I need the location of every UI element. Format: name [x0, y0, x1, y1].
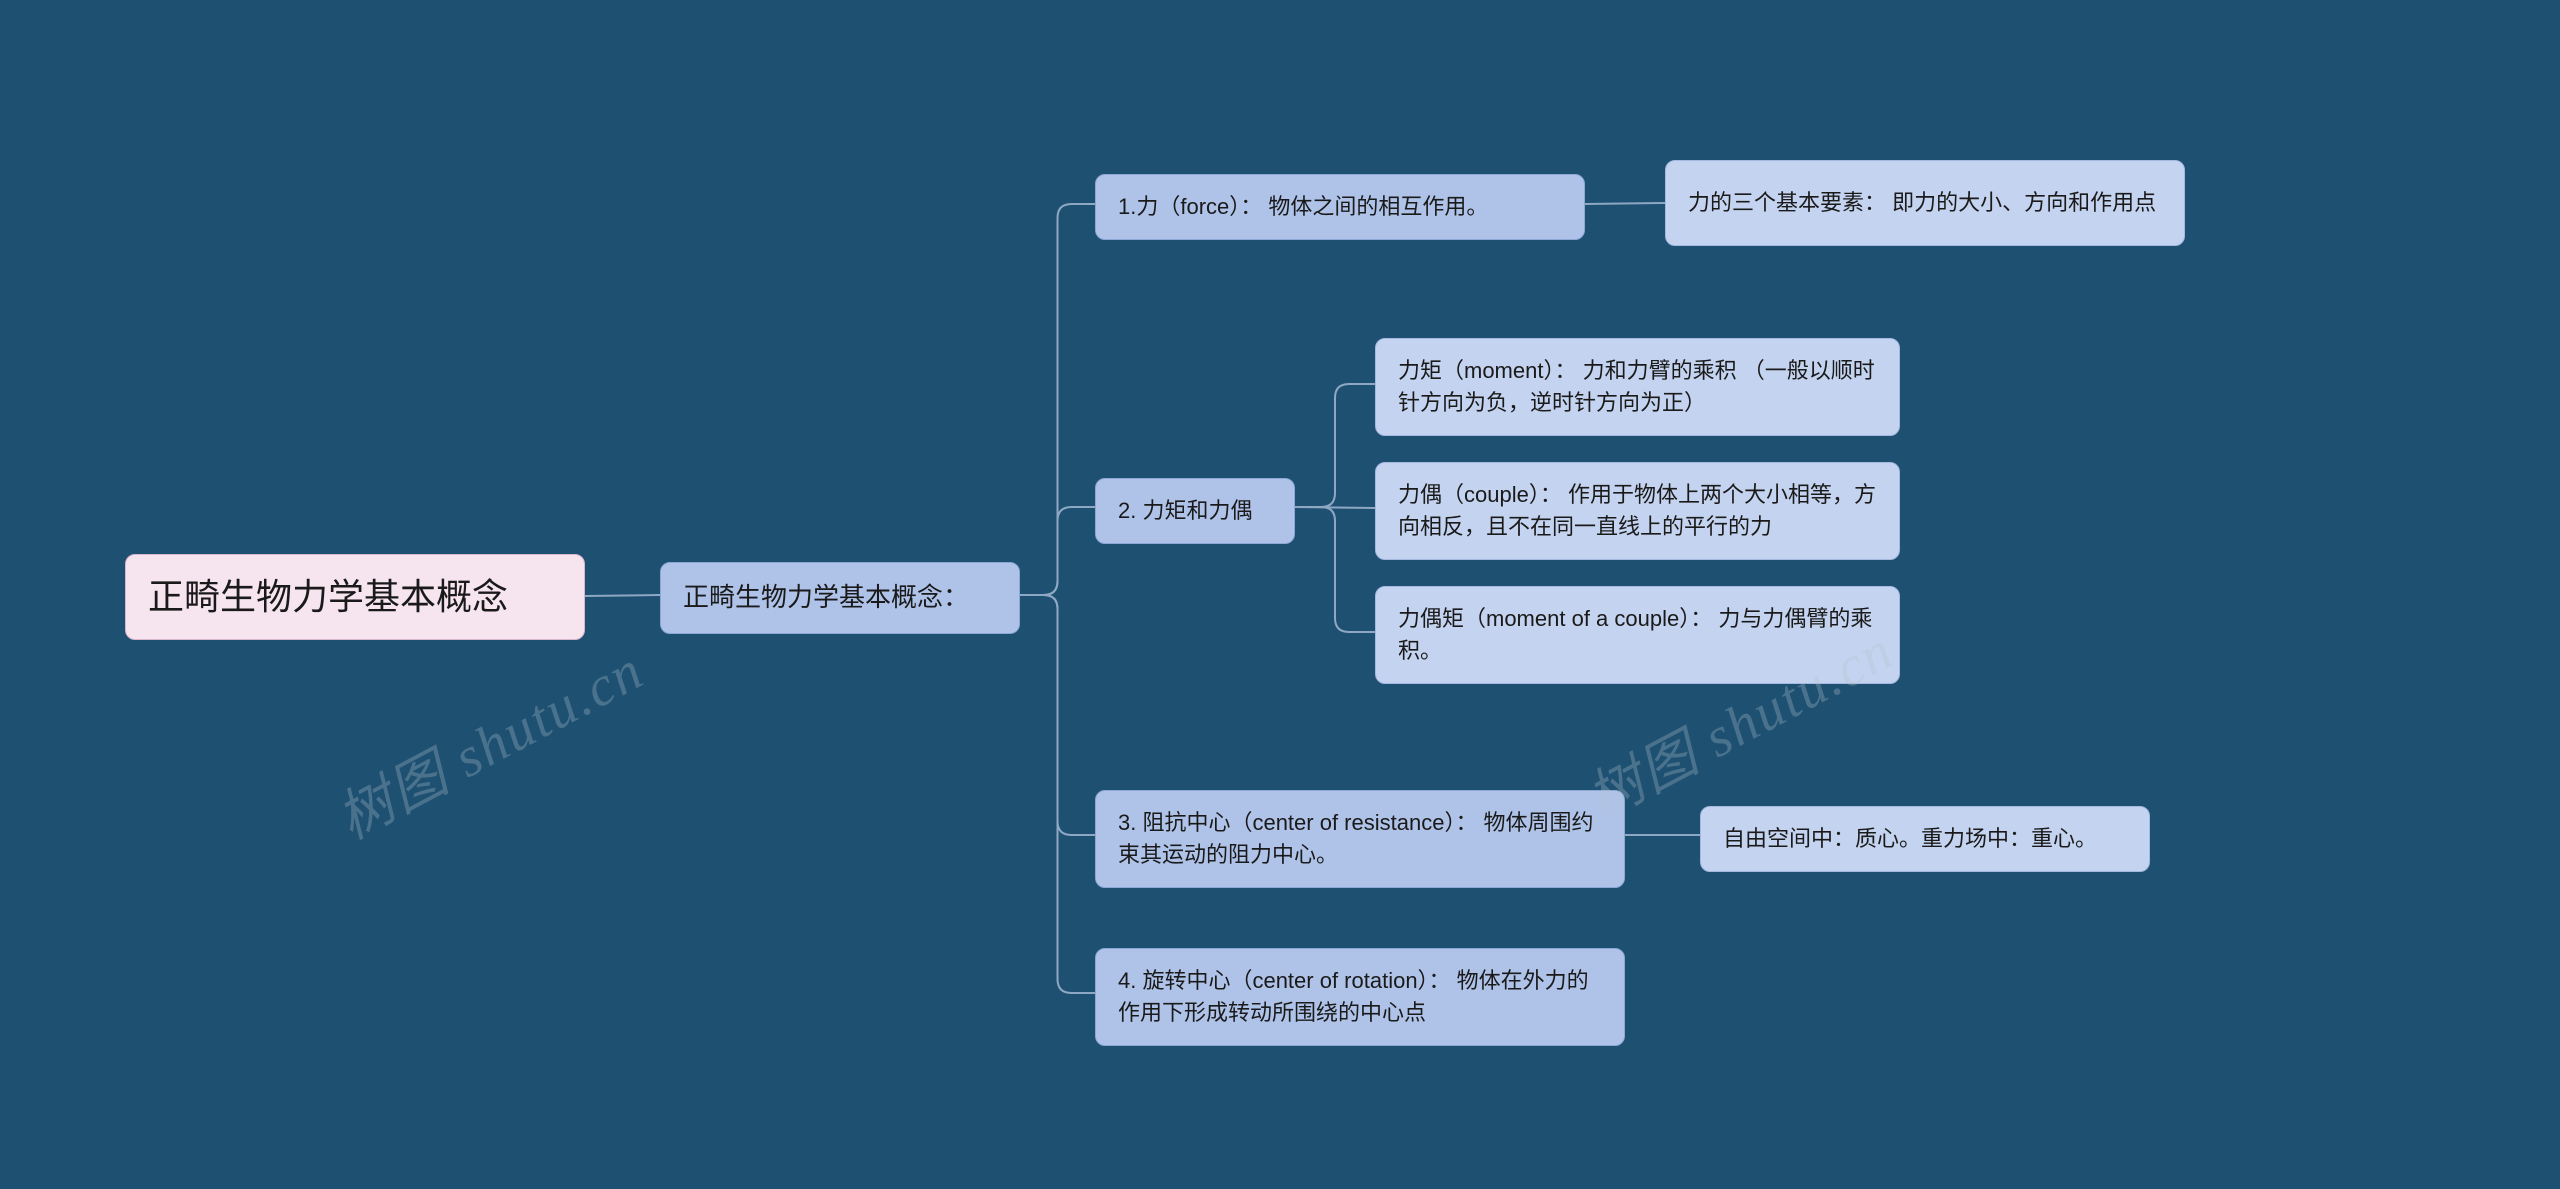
level1-node[interactable]: 正畸生物力学基本概念： — [660, 562, 1020, 634]
leaf-couple-moment[interactable]: 力偶矩（moment of a couple）： 力与力偶臂的乘积。 — [1375, 586, 1900, 684]
branch-center-rotation[interactable]: 4. 旋转中心（center of rotation）： 物体在外力的作用下形成… — [1095, 948, 1625, 1046]
level1-label: 正畸生物力学基本概念： — [683, 579, 969, 617]
leaf-couple[interactable]: 力偶（couple）： 作用于物体上两个大小相等，方向相反，且不在同一直线上的平… — [1375, 462, 1900, 560]
leaf-couple-moment-label: 力偶矩（moment of a couple）： 力与力偶臂的乘积。 — [1398, 603, 1877, 667]
leaf-moment-label: 力矩（moment）： 力和力臂的乘积 （一般以顺时针方向为负，逆时针方向为正） — [1398, 355, 1877, 419]
leaf-couple-label: 力偶（couple）： 作用于物体上两个大小相等，方向相反，且不在同一直线上的平… — [1398, 479, 1877, 543]
branch-moment-couple[interactable]: 2. 力矩和力偶 — [1095, 478, 1295, 544]
branch-center-resistance[interactable]: 3. 阻抗中心（center of resistance）： 物体周围约束其运动… — [1095, 790, 1625, 888]
branch-center-resistance-label: 3. 阻抗中心（center of resistance）： 物体周围约束其运动… — [1118, 807, 1602, 871]
branch-center-rotation-label: 4. 旋转中心（center of rotation）： 物体在外力的作用下形成… — [1118, 965, 1602, 1029]
branch-force[interactable]: 1.力（force）： 物体之间的相互作用。 — [1095, 174, 1585, 240]
branch-moment-couple-label: 2. 力矩和力偶 — [1118, 495, 1252, 527]
root-label: 正畸生物力学基本概念 — [148, 571, 508, 623]
leaf-centroid[interactable]: 自由空间中：质心。重力场中：重心。 — [1700, 806, 2150, 872]
leaf-moment[interactable]: 力矩（moment）： 力和力臂的乘积 （一般以顺时针方向为负，逆时针方向为正） — [1375, 338, 1900, 436]
root-node[interactable]: 正畸生物力学基本概念 — [125, 554, 585, 640]
leaf-centroid-label: 自由空间中：质心。重力场中：重心。 — [1723, 823, 2097, 855]
leaf-force-elements-label: 力的三个基本要素： 即力的大小、方向和作用点 — [1688, 187, 2156, 219]
leaf-force-elements[interactable]: 力的三个基本要素： 即力的大小、方向和作用点 — [1665, 160, 2185, 246]
branch-force-label: 1.力（force）： 物体之间的相互作用。 — [1118, 191, 1488, 223]
